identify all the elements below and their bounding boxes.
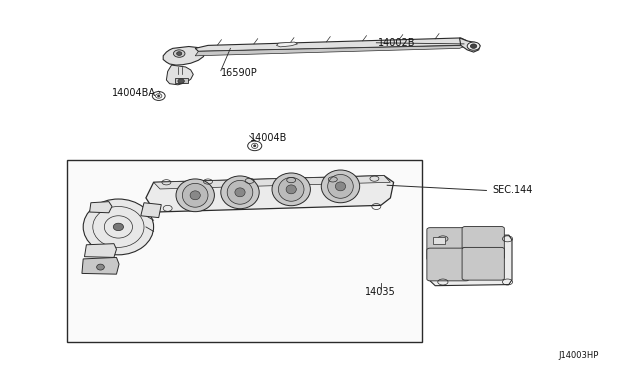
Ellipse shape [328,174,353,198]
Ellipse shape [173,50,185,57]
Ellipse shape [470,44,477,48]
Text: 14035: 14035 [365,287,396,297]
Bar [67,160,422,342]
Ellipse shape [278,177,304,201]
Text: J14003HP: J14003HP [558,351,598,360]
Polygon shape [84,244,116,257]
Polygon shape [276,42,298,47]
Ellipse shape [467,42,480,50]
Ellipse shape [178,79,184,83]
Bar [433,237,445,244]
Polygon shape [154,176,390,189]
Polygon shape [82,257,119,274]
Polygon shape [90,202,112,213]
Polygon shape [430,235,512,286]
Text: SEC.144: SEC.144 [493,185,533,195]
Polygon shape [146,176,394,212]
Ellipse shape [272,173,310,206]
Ellipse shape [97,264,104,270]
Ellipse shape [113,223,124,231]
Polygon shape [460,38,480,52]
Ellipse shape [321,170,360,203]
Polygon shape [195,45,467,56]
Text: 16590P: 16590P [221,68,257,77]
Ellipse shape [235,188,245,197]
Ellipse shape [182,183,208,207]
Polygon shape [166,65,193,85]
Bar [175,78,188,83]
FancyBboxPatch shape [462,247,504,280]
Polygon shape [141,203,161,218]
Ellipse shape [286,185,296,194]
FancyBboxPatch shape [427,228,469,260]
Ellipse shape [157,95,160,97]
Ellipse shape [190,191,200,200]
Text: 14002B: 14002B [378,38,415,48]
Polygon shape [163,46,205,65]
Text: 14004B: 14004B [250,133,287,142]
Polygon shape [195,38,467,51]
Ellipse shape [253,145,256,147]
Ellipse shape [176,179,214,212]
Ellipse shape [227,180,253,204]
Ellipse shape [335,182,346,191]
FancyBboxPatch shape [462,227,504,259]
FancyBboxPatch shape [427,248,469,281]
Text: 14004BA: 14004BA [112,88,156,98]
Ellipse shape [221,176,259,209]
Ellipse shape [177,52,182,55]
Ellipse shape [83,199,154,255]
